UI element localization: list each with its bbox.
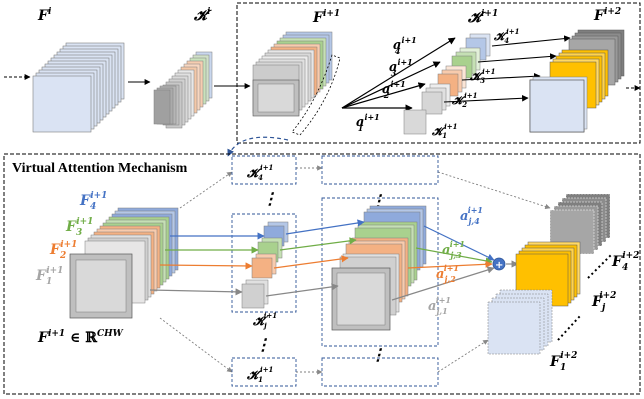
bottom-feature-stack [69, 207, 179, 319]
feature-stack-F-i1 [252, 31, 333, 117]
label-Fo1: F1i+2 [549, 351, 577, 373]
label-aj3: aj,3i+1 [442, 239, 465, 260]
mid-box-main [321, 197, 439, 347]
label-K-i1: 𝓚i+1 [467, 9, 498, 26]
label-aj4: aj,4i+1 [460, 205, 483, 226]
dots-upper-mid: ⋮ [370, 191, 386, 210]
label-a2: ai+1 2 [382, 79, 406, 100]
label-K4-top: 𝓚4i+1 [493, 27, 520, 45]
feature-stack-F-i [32, 42, 125, 133]
slice-highlight [291, 54, 341, 136]
zoom-connector [227, 136, 289, 157]
sum-node [492, 257, 506, 271]
label-aj2: aj,2i+1 [436, 263, 459, 284]
label-a3: ai+1 3 [389, 57, 413, 78]
mid-feature-stack [331, 205, 427, 331]
label-Foj: Fji+2 [591, 291, 616, 313]
bottom-connectors [159, 165, 551, 375]
label-Kj-bottom: 𝓚ji+1 [252, 311, 277, 330]
feature-stack-F-i2 [529, 29, 625, 133]
kernel-slices-j [241, 221, 289, 309]
label-F-i: Fi [37, 7, 52, 24]
sum-plus-icon: + [495, 260, 503, 271]
mid-box-bottom [321, 357, 439, 387]
label-F1-bottom: F1i+1 [35, 266, 63, 287]
colored-flow-arrows [149, 219, 519, 301]
layer-box-top [236, 2, 641, 144]
label-F-i1: Fi+1 [312, 9, 340, 26]
kernel-box-1 [231, 357, 297, 387]
label-K2-top: 𝓚2i+1 [451, 91, 478, 109]
label-K1-bottom: 𝓚1i+1 [246, 365, 273, 384]
label-K-i: 𝓚i [193, 7, 212, 24]
dots-upper-left: ⋮ [262, 189, 278, 208]
label-Fo4: F4i+2 [611, 251, 639, 273]
top-output-arrows [443, 35, 571, 103]
label-F-i2: Fi+2 [593, 7, 621, 24]
label-F3-bottom: F3i+1 [65, 217, 93, 238]
domain-label: Fi+1 ∈ ℝCHW [37, 329, 124, 346]
output-stack-blue [487, 289, 553, 355]
label-aj1: aj,1i+1 [428, 295, 451, 316]
top-attention-arrows [341, 37, 456, 112]
label-a1: ai+1 1 [356, 112, 380, 133]
kernel-stack-K-i [153, 51, 213, 129]
label-F2-bottom: F2i+1 [49, 240, 77, 261]
mid-box-top [321, 155, 439, 185]
label-a4: ai+1 4 [393, 35, 417, 56]
label-F4-bottom: F4i+1 [79, 191, 107, 212]
kernel-box-j [231, 213, 297, 313]
dots-lower-left: ⋮ [255, 335, 271, 354]
virtual-attention-panel [3, 153, 641, 395]
dots-lower-mid: ⋮ [370, 345, 386, 364]
output-stack-yellow [515, 241, 581, 307]
panel-title: Virtual Attention Mechanism [12, 161, 188, 176]
kernel-stack-K-i1 [403, 33, 491, 135]
label-K3-top: 𝓚3i+1 [469, 67, 496, 85]
label-K1-top: 𝓚1i+1 [431, 122, 458, 140]
label-K4-bottom: 𝓚4i+1 [246, 163, 273, 182]
output-dots [557, 253, 613, 341]
kernel-box-4 [231, 155, 297, 185]
